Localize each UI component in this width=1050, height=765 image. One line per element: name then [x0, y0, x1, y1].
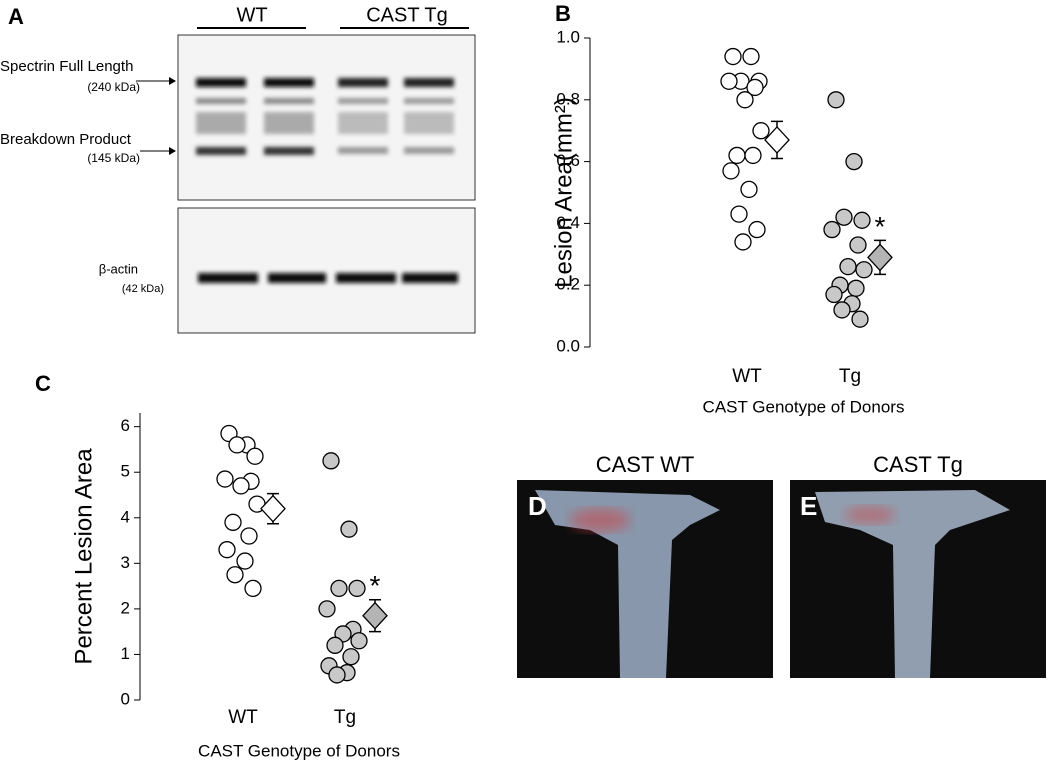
point: [318, 600, 336, 618]
y-axis-label: Percent Lesion Area: [70, 448, 97, 665]
y-tick-label: 0: [121, 689, 130, 708]
arrow-head: [169, 147, 176, 155]
lesion: [570, 508, 630, 532]
panel-label: E: [800, 491, 817, 521]
photo-title: CAST WT: [596, 452, 695, 477]
point: [845, 152, 863, 171]
band-size: (145 kDa): [87, 151, 140, 165]
x-tick-label: Tg: [839, 366, 861, 387]
x-axis-label: CAST Genotype of Donors: [703, 397, 905, 416]
point: [752, 122, 770, 140]
mean: [764, 126, 790, 154]
band-name: Breakdown Product: [0, 131, 132, 148]
point: [350, 632, 368, 650]
point: [244, 579, 262, 598]
point: [218, 541, 236, 559]
point: [232, 477, 250, 495]
vessel: [815, 490, 1010, 678]
point: [851, 310, 869, 328]
y-axis-label: Lesion Area(mm²): [550, 97, 577, 288]
y-tick-label: 0.4: [556, 213, 580, 232]
point: [730, 205, 748, 223]
point: [226, 566, 244, 584]
point: [328, 666, 346, 684]
point: [742, 47, 760, 66]
y-tick-label: 3: [121, 553, 130, 572]
point: [728, 146, 746, 165]
panel-label: A: [8, 4, 24, 29]
panel-label: C: [35, 371, 51, 396]
point: [849, 236, 867, 254]
y-tick-label: 4: [121, 507, 130, 526]
mean: [260, 494, 286, 523]
point: [823, 220, 841, 239]
point: [847, 279, 865, 297]
point: [825, 285, 843, 304]
y-tick-label: 1.0: [556, 27, 580, 46]
point: [827, 91, 845, 109]
point: [722, 162, 740, 180]
band-name: Spectrin Full Length: [0, 58, 133, 75]
mean: [362, 601, 388, 630]
point: [228, 436, 246, 454]
group-label: CAST Tg: [366, 4, 448, 26]
point: [853, 211, 871, 229]
lesion: [845, 506, 895, 524]
y-tick-label: 0.2: [556, 275, 580, 294]
point: [330, 579, 348, 598]
band-size: (42 kDa): [122, 283, 164, 295]
y-tick-label: 2: [121, 598, 130, 617]
photo-title: CAST Tg: [873, 452, 963, 477]
x-tick-label: Tg: [334, 707, 356, 728]
panel-label: B: [555, 1, 571, 26]
bands: [196, 78, 458, 283]
y-tick-label: 0.6: [556, 151, 580, 170]
point: [740, 180, 758, 199]
point: [236, 552, 254, 570]
point: [744, 146, 762, 165]
mean: [867, 243, 893, 272]
point: [734, 233, 752, 251]
x-axis-label: CAST Genotype of Donors: [198, 741, 400, 760]
band-name: β-actin: [99, 261, 138, 276]
y-tick-label: 5: [121, 462, 130, 481]
y-tick-label: 6: [121, 416, 130, 435]
point: [348, 579, 366, 598]
point: [322, 452, 340, 470]
y-tick-label: 1: [121, 644, 130, 663]
point: [342, 648, 360, 666]
arrow-head: [169, 77, 176, 85]
group-label: WT: [236, 4, 267, 26]
significance: *: [875, 211, 886, 242]
band-size: (240 kDa): [87, 80, 140, 94]
point: [216, 470, 234, 488]
point: [720, 72, 738, 90]
point: [724, 47, 742, 66]
point: [748, 220, 766, 239]
point: [839, 258, 857, 276]
point: [855, 261, 873, 279]
x-tick-label: WT: [228, 707, 258, 728]
point: [835, 208, 853, 226]
significance: *: [370, 570, 381, 601]
point: [746, 78, 764, 97]
point: [246, 447, 264, 465]
point: [833, 301, 851, 319]
y-tick-label: 0.8: [556, 89, 580, 108]
blot: [177, 207, 476, 334]
x-tick-label: WT: [732, 366, 762, 387]
point: [240, 527, 258, 545]
point: [326, 636, 344, 654]
panel-label: D: [528, 491, 547, 521]
y-tick-label: 0.0: [556, 336, 580, 355]
point: [736, 91, 754, 109]
vessel: [535, 490, 720, 678]
point: [340, 520, 358, 538]
point: [224, 513, 242, 531]
